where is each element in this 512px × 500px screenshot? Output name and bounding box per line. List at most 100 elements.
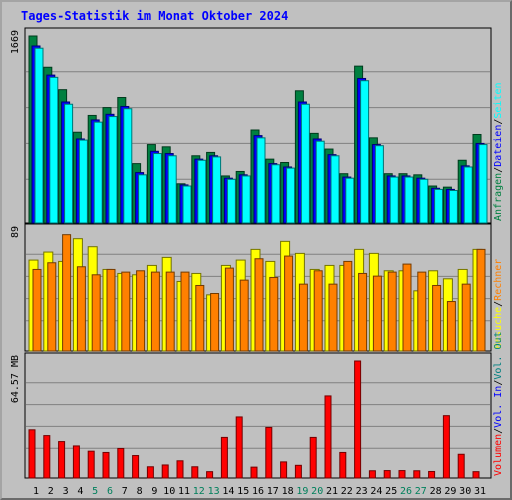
bar-rechner-day-24 bbox=[372, 275, 382, 352]
series-axis-label: Volumen/Vol. In/Vol. Out bbox=[493, 331, 504, 476]
bar-rechner-day-11 bbox=[180, 271, 190, 352]
bar-volumen-day-13 bbox=[206, 471, 214, 479]
bar-volumen-day-23 bbox=[354, 360, 362, 479]
chart-title: Tages-Statistik im Monat Oktober 2024 bbox=[21, 9, 289, 23]
bar-seiten-day-27 bbox=[419, 178, 429, 224]
day-label-4: 4 bbox=[77, 486, 83, 497]
day-label-5: 5 bbox=[92, 486, 98, 497]
day-label-10: 10 bbox=[163, 486, 175, 497]
day-label-1: 1 bbox=[33, 486, 39, 497]
label-separator: / bbox=[493, 119, 504, 125]
series-label-volumen: Volumen bbox=[493, 434, 504, 476]
bar-seiten-day-21 bbox=[330, 155, 340, 224]
day-label-26: 26 bbox=[400, 486, 412, 497]
series-axis-label: Anfragen/Dateien/Seiten bbox=[493, 82, 504, 221]
series-label-vol-in: Vol. In bbox=[493, 386, 504, 428]
bar-rechner-day-26 bbox=[402, 263, 412, 352]
day-label-17: 17 bbox=[267, 486, 279, 497]
bar-volumen-day-29 bbox=[442, 415, 450, 479]
plot-area bbox=[24, 352, 492, 479]
bar-volumen-day-31 bbox=[472, 471, 480, 479]
day-label-29: 29 bbox=[444, 486, 456, 497]
day-label-27: 27 bbox=[415, 486, 427, 497]
bar-rechner-day-2 bbox=[47, 262, 57, 352]
bar-rechner-day-13 bbox=[210, 293, 220, 352]
bar-rechner-day-22 bbox=[343, 260, 353, 352]
bar-volumen-day-28 bbox=[428, 470, 436, 479]
bar-rechner-day-6 bbox=[106, 268, 116, 352]
bar-volumen-day-30 bbox=[457, 453, 465, 479]
bar-rechner-day-15 bbox=[239, 279, 249, 352]
bar-seiten-day-2 bbox=[49, 76, 59, 224]
label-separator: / bbox=[493, 380, 504, 386]
bar-seiten-day-3 bbox=[64, 103, 74, 224]
bar-volumen-day-10 bbox=[161, 464, 169, 479]
day-label-24: 24 bbox=[370, 486, 382, 497]
bar-volumen-day-7 bbox=[117, 447, 125, 479]
bar-rechner-day-3 bbox=[62, 234, 72, 352]
y-max-label: 89 bbox=[10, 226, 21, 238]
bar-seiten-day-11 bbox=[182, 185, 192, 224]
bar-seiten-day-17 bbox=[271, 164, 281, 224]
bar-seiten-day-30 bbox=[463, 166, 473, 224]
day-label-12: 12 bbox=[193, 486, 205, 497]
series-label-anfragen: Anfragen bbox=[493, 173, 504, 221]
bar-volumen-day-24 bbox=[368, 470, 376, 479]
bar-seiten-day-18 bbox=[286, 167, 296, 224]
bar-seiten-day-28 bbox=[434, 188, 444, 224]
bar-rechner-day-29 bbox=[446, 301, 456, 352]
bar-rechner-day-16 bbox=[254, 258, 264, 352]
bar-volumen-day-27 bbox=[413, 470, 421, 479]
day-label-13: 13 bbox=[208, 486, 220, 497]
bar-volumen-day-17 bbox=[265, 426, 273, 479]
bar-seiten-day-22 bbox=[345, 177, 355, 224]
bar-seiten-day-31 bbox=[478, 144, 488, 224]
bar-volumen-day-18 bbox=[280, 461, 288, 479]
panel-visits: 89 Besuche/Rechner bbox=[10, 223, 504, 352]
bar-seiten-day-5 bbox=[93, 121, 103, 224]
day-label-20: 20 bbox=[311, 486, 323, 497]
bar-seiten-day-19 bbox=[300, 103, 310, 224]
bar-seiten-day-4 bbox=[78, 139, 88, 224]
bar-rechner-day-7 bbox=[121, 271, 131, 352]
bar-rechner-day-31 bbox=[476, 248, 486, 352]
bar-volumen-day-2 bbox=[43, 435, 51, 479]
label-separator: / bbox=[493, 428, 504, 434]
series-label-vol-out: Vol. Out bbox=[493, 331, 504, 379]
bar-seiten-day-25 bbox=[389, 176, 399, 224]
bar-seiten-day-1 bbox=[34, 47, 44, 224]
series-label-seiten: Seiten bbox=[493, 82, 504, 118]
bar-rechner-day-10 bbox=[165, 271, 175, 352]
bar-rechner-day-27 bbox=[417, 271, 427, 352]
day-label-2: 2 bbox=[48, 486, 54, 497]
day-label-19: 19 bbox=[296, 486, 308, 497]
day-label-30: 30 bbox=[459, 486, 471, 497]
bar-rechner-day-9 bbox=[150, 271, 160, 352]
bar-volumen-day-6 bbox=[102, 451, 110, 479]
bar-rechner-day-4 bbox=[76, 266, 86, 352]
bar-rechner-day-20 bbox=[313, 270, 323, 352]
bar-rechner-day-21 bbox=[328, 283, 338, 352]
day-label-25: 25 bbox=[385, 486, 397, 497]
bar-rechner-day-18 bbox=[284, 255, 294, 352]
bar-seiten-day-15 bbox=[241, 175, 251, 224]
bar-volumen-day-16 bbox=[250, 466, 258, 479]
day-label-11: 11 bbox=[178, 486, 190, 497]
bar-volumen-day-5 bbox=[87, 450, 95, 479]
bar-rechner-day-8 bbox=[136, 270, 146, 352]
bar-volumen-day-11 bbox=[176, 460, 184, 479]
day-label-8: 8 bbox=[137, 486, 143, 497]
bar-volumen-day-1 bbox=[28, 429, 36, 479]
day-label-6: 6 bbox=[107, 486, 113, 497]
series-label-besuche: Besuche bbox=[493, 307, 504, 349]
bar-volumen-day-4 bbox=[72, 445, 80, 479]
bar-seiten-day-12 bbox=[197, 159, 207, 224]
day-label-14: 14 bbox=[222, 486, 234, 497]
bar-seiten-day-24 bbox=[374, 145, 384, 224]
bar-rechner-day-1 bbox=[32, 268, 42, 352]
bar-volumen-day-14 bbox=[220, 436, 228, 479]
y-max-label: 1669 bbox=[10, 30, 21, 54]
bar-rechner-day-19 bbox=[298, 283, 308, 352]
day-label-22: 22 bbox=[341, 486, 353, 497]
